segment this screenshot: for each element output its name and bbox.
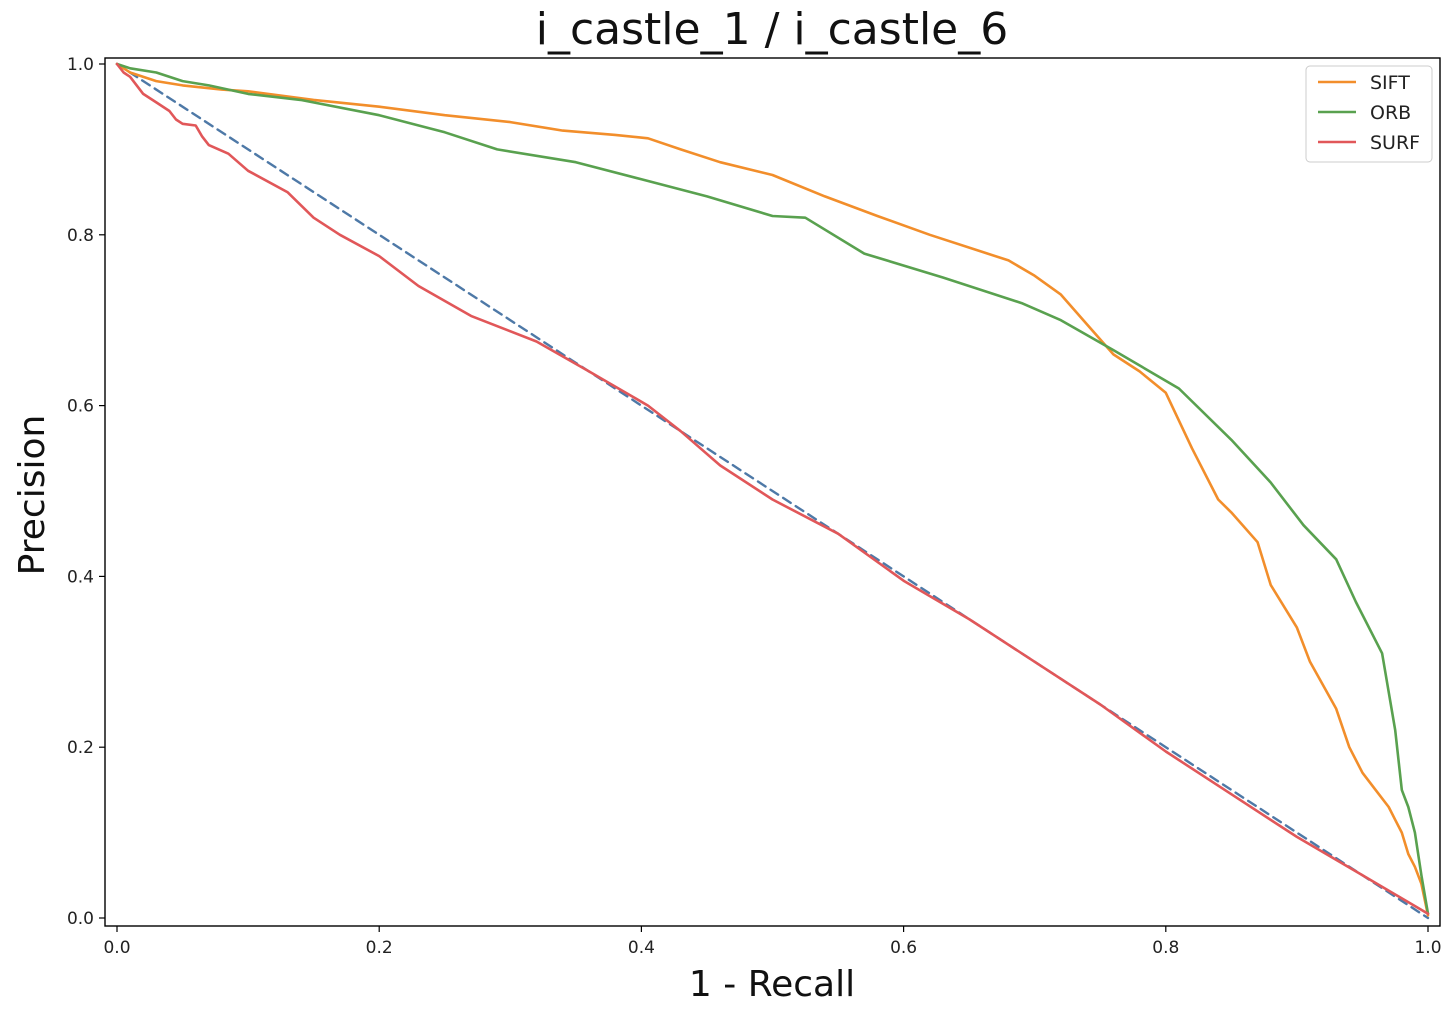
x-axis-label: 1 - Recall — [689, 964, 855, 1005]
x-tick-label: 0.2 — [366, 938, 393, 958]
y-tick-label: 0.6 — [67, 397, 94, 417]
x-tick-label: 0.0 — [103, 938, 130, 958]
series-line-sift — [115, 62, 1430, 917]
x-tick-label: 0.4 — [628, 938, 655, 958]
series-line-orb — [115, 62, 1430, 916]
y-tick-label: 1.0 — [67, 55, 94, 75]
y-tick-label: 0.8 — [67, 226, 94, 246]
y-tick-label: 0.4 — [67, 567, 94, 587]
x-tick-label: 1.0 — [1414, 938, 1441, 958]
y-axis: 0.0 0.2 0.4 0.6 0.8 1.0 — [67, 55, 105, 929]
plot-frame — [104, 57, 1441, 927]
legend-label-sift: SIFT — [1370, 72, 1410, 94]
x-tick-label: 0.8 — [1152, 938, 1179, 958]
series-line-surf — [115, 62, 1430, 916]
legend: SIFT ORB SURF — [1305, 65, 1433, 163]
plot-series — [115, 62, 1430, 920]
series-line-diagonal — [115, 62, 1430, 920]
y-tick-label: 0.0 — [67, 909, 94, 929]
y-tick-label: 0.2 — [67, 738, 94, 758]
legend-box — [1305, 65, 1433, 163]
y-axis-label: Precision — [12, 415, 53, 576]
x-axis: 0.0 0.2 0.4 0.6 0.8 1.0 — [103, 926, 1442, 958]
legend-label-surf: SURF — [1370, 132, 1420, 154]
x-tick-label: 0.6 — [890, 938, 917, 958]
chart-title: i_castle_1 / i_castle_6 — [536, 4, 1008, 55]
legend-label-orb: ORB — [1370, 102, 1411, 124]
